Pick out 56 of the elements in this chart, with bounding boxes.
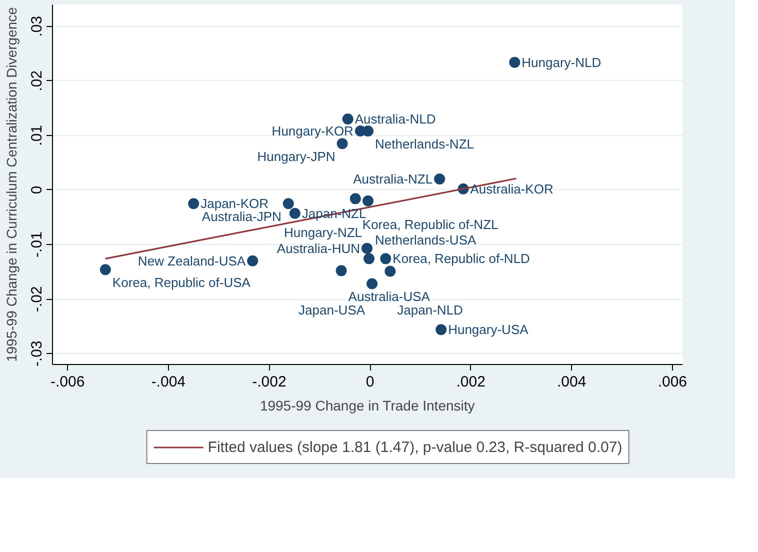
annotation: Korea, Republic of-NLD xyxy=(392,251,530,266)
point xyxy=(384,266,396,277)
point xyxy=(336,265,347,276)
annotation: Australia-KOR xyxy=(470,181,554,196)
point xyxy=(364,253,375,264)
x-tick-label: .004 xyxy=(557,374,586,390)
annotation: Australia-USA xyxy=(348,289,430,304)
annotation: Australia-NZL xyxy=(353,172,433,187)
annotation: Japan-KOR xyxy=(200,196,269,212)
x-tick-label: -.002 xyxy=(252,374,286,390)
annotation: Japan-USA xyxy=(298,302,366,318)
x-axis-title: 1995-99 Change in Trade Intensity xyxy=(260,398,475,414)
y-tick-label: .02 xyxy=(28,70,46,92)
annotation: Korea, Republic of-NZL xyxy=(362,217,498,232)
annotation: Korea, Republic of-USA xyxy=(112,275,251,290)
x-tick-label: .002 xyxy=(456,374,486,390)
x-tick-label: -.004 xyxy=(151,374,186,390)
point xyxy=(362,126,374,137)
annotation: Hungary-NLD xyxy=(522,54,602,70)
point xyxy=(366,278,378,290)
point xyxy=(289,208,300,219)
annotation: Netherlands-NZL xyxy=(375,136,474,152)
annotation: Hungary-JPN xyxy=(257,149,336,164)
y-tick-label: -.02 xyxy=(28,286,46,312)
point xyxy=(380,253,392,264)
annotation: Netherlands-USA xyxy=(375,232,476,248)
point xyxy=(434,174,446,185)
annotation: Hungary-USA xyxy=(448,322,529,338)
point xyxy=(342,114,354,125)
annotation: Hungary-KOR xyxy=(272,124,354,139)
point xyxy=(436,324,447,336)
y-tick-label: -.03 xyxy=(28,340,46,367)
annotation: Hungary-NZL xyxy=(284,225,362,240)
x-tick-label: .006 xyxy=(658,374,688,390)
x-tick-label: 0 xyxy=(366,374,374,390)
y-tick-label: .03 xyxy=(28,16,46,37)
annotation: Japan-NLD xyxy=(397,302,463,318)
point xyxy=(336,138,348,150)
annotation: New Zealand-USA xyxy=(138,253,246,268)
point xyxy=(350,193,361,204)
point xyxy=(509,56,520,68)
x-tick-label: -.006 xyxy=(50,374,85,390)
annotation: Australia-HUN xyxy=(276,240,360,256)
y-tick-label: 0 xyxy=(28,186,46,194)
point xyxy=(361,242,372,254)
y-tick-label: -.01 xyxy=(28,232,46,258)
point xyxy=(100,264,111,276)
point xyxy=(282,198,294,210)
y-axis-title: 1995-99 Change in Curriculum Centralization Divergence xyxy=(4,6,20,362)
y-tick-label: .01 xyxy=(28,124,46,146)
point xyxy=(188,198,200,210)
point xyxy=(247,255,258,266)
annotation: Australia-NLD xyxy=(354,112,436,127)
legend-label: Fitted values (slope 1.81 (1.47), p-value 0.23, R-squared 0.07) xyxy=(208,438,622,456)
annotation: Australia-JPN xyxy=(202,209,282,224)
point xyxy=(362,195,374,206)
